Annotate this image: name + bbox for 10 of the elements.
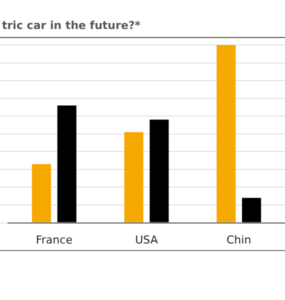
bar (32, 164, 51, 222)
x-tick-label: USA (135, 233, 158, 246)
chart-title: tric car in the future?* (2, 19, 141, 32)
x-tick-label: France (36, 233, 73, 246)
bar (124, 132, 144, 222)
x-tick-label: Chin (226, 233, 252, 246)
bar (150, 120, 169, 222)
bar (216, 45, 236, 222)
bar (242, 198, 262, 222)
bar (57, 105, 76, 222)
